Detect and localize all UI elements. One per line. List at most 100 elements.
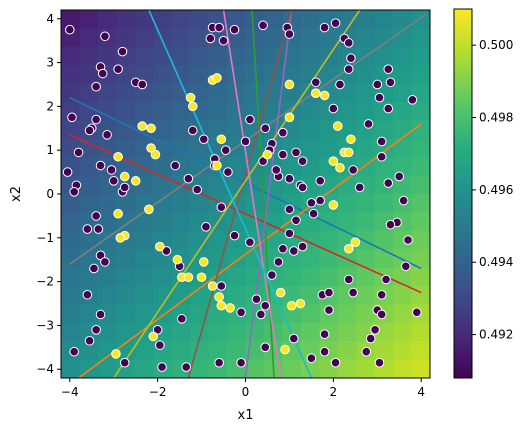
heatmap-cell: [134, 212, 154, 232]
point-class-0: [229, 24, 240, 35]
heatmap-cell: [227, 212, 247, 232]
heatmap-cell: [116, 267, 136, 287]
x-tick-label: −4: [61, 385, 79, 399]
heatmap-cell: [190, 28, 210, 48]
heatmap-cell: [411, 322, 430, 342]
heatmap-cell: [134, 286, 154, 305]
point-class-1: [328, 200, 339, 210]
point-class-0: [306, 353, 317, 364]
heatmap-cell: [263, 304, 283, 324]
y-tick-label: −4: [36, 362, 54, 376]
heatmap-cell: [356, 230, 376, 250]
heatmap-cell: [79, 304, 99, 324]
heatmap-cell: [79, 341, 99, 361]
heatmap-cell: [190, 230, 210, 250]
heatmap-cell: [393, 138, 413, 158]
point-class-1: [119, 171, 130, 182]
point-class-0: [91, 325, 101, 335]
heatmap-cell: [61, 65, 81, 85]
heatmap-cell: [79, 46, 99, 66]
heatmap-cell: [153, 10, 173, 29]
heatmap-cell: [79, 230, 99, 250]
point-class-1: [212, 73, 222, 83]
point-class-0: [64, 24, 75, 35]
heatmap-cell: [300, 286, 320, 305]
heatmap-cell: [282, 65, 302, 85]
point-class-1: [148, 331, 159, 342]
boundary-line: [148, 10, 313, 378]
point-class-1: [187, 101, 198, 112]
heatmap-cell: [282, 359, 302, 378]
heatmap-cell: [116, 102, 136, 121]
heatmap-cell: [208, 120, 228, 140]
point-class-0: [108, 176, 119, 186]
heatmap-cell: [263, 46, 283, 66]
heatmap-cell: [153, 83, 173, 103]
heatmap-cell: [245, 194, 265, 213]
heatmap-cell: [208, 102, 228, 121]
point-class-0: [412, 307, 422, 318]
heatmap-cell: [61, 322, 81, 342]
heatmap-cell: [356, 249, 376, 269]
boundary-line: [244, 10, 293, 378]
heatmap-cell: [263, 28, 283, 48]
heatmap-cell: [153, 286, 173, 305]
y-tick-label: 1: [46, 143, 54, 157]
heatmap-cell: [393, 120, 413, 140]
point-class-0: [330, 357, 341, 368]
heatmap-cell: [171, 341, 191, 361]
x-tick-label: −2: [149, 385, 167, 399]
heatmap-cell: [374, 120, 394, 140]
point-class-1: [328, 156, 339, 166]
heatmap-cell: [282, 267, 302, 287]
colorbar-tick-label: 0.498: [479, 111, 513, 125]
point-class-1: [185, 92, 196, 103]
point-class-0: [218, 35, 229, 46]
y-axis-label: x2: [9, 186, 24, 202]
point-class-0: [62, 167, 73, 177]
heatmap-cell: [319, 230, 339, 250]
heatmap-cell: [300, 46, 320, 66]
heatmap-cell: [319, 212, 339, 232]
point-class-0: [91, 114, 101, 125]
point-class-0: [315, 176, 325, 186]
point-class-0: [381, 274, 391, 285]
heatmap-cell: [411, 341, 430, 361]
heatmap-cell: [319, 28, 339, 48]
heatmap-cell: [393, 46, 413, 66]
heatmap-cell: [356, 102, 376, 121]
point-class-0: [310, 77, 321, 88]
heatmap-cell: [208, 249, 228, 269]
heatmap-cell: [116, 194, 136, 213]
heatmap-cell: [319, 267, 339, 287]
point-class-0: [198, 134, 209, 145]
heatmap-cell: [61, 267, 81, 287]
point-class-1: [113, 151, 123, 162]
point-class-0: [260, 123, 271, 134]
heatmap-cell: [190, 359, 210, 378]
point-class-1: [343, 243, 354, 254]
point-class-0: [84, 335, 95, 346]
heatmap-cell: [171, 286, 191, 305]
point-class-0: [346, 53, 356, 63]
point-class-0: [291, 215, 301, 226]
point-class-0: [214, 22, 224, 33]
y-tick-label: −3: [36, 318, 54, 332]
point-class-1: [196, 272, 207, 283]
heatmap-cell: [171, 65, 191, 85]
heatmap-cell: [374, 230, 394, 250]
heatmap-cell: [190, 46, 210, 66]
point-class-0: [343, 38, 354, 48]
heatmap-cell: [153, 175, 173, 195]
point-class-0: [383, 103, 394, 114]
point-class-0: [335, 79, 345, 90]
point-class-0: [93, 224, 104, 234]
point-class-0: [260, 342, 271, 353]
point-class-1: [155, 241, 165, 252]
heatmap-cell: [134, 267, 154, 287]
heatmap-cell: [393, 341, 413, 361]
heatmap-cell: [411, 359, 430, 378]
point-class-0: [319, 329, 330, 339]
heatmap-cell: [300, 322, 320, 342]
point-class-0: [376, 151, 387, 162]
